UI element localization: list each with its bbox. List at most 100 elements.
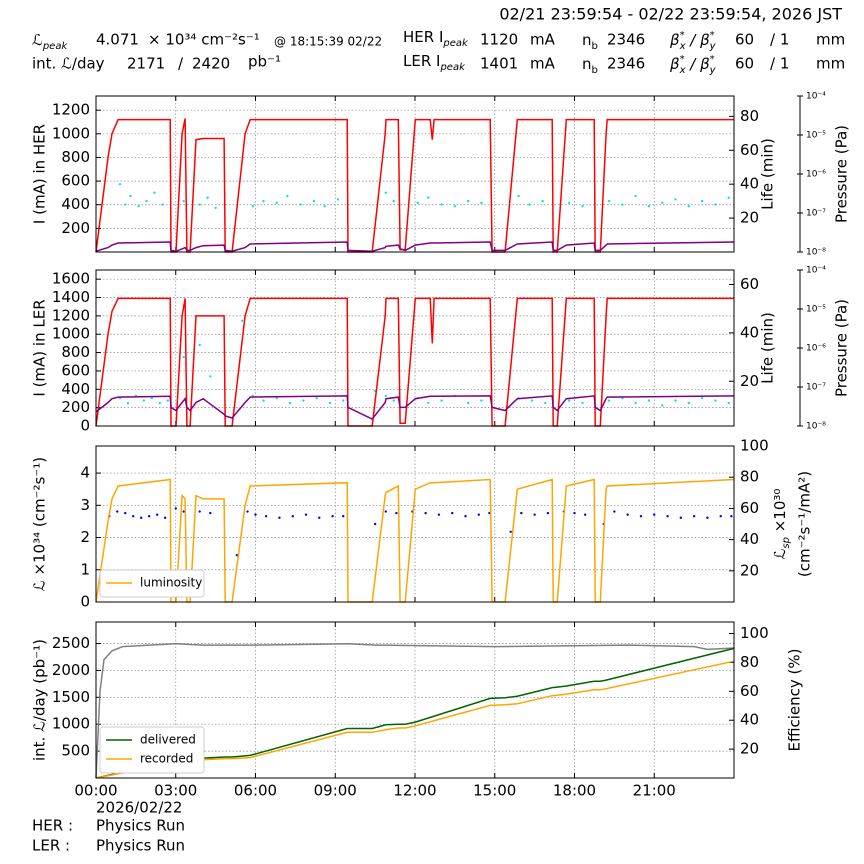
y3-tick-label: 10⁻⁴ [806, 266, 826, 276]
y2-tick-label: 20 [740, 561, 759, 579]
x-tick-label: 03:00 [154, 782, 197, 800]
data-point [246, 510, 249, 513]
y2-axis-label: Efficiency (%) [786, 649, 804, 752]
data-point [137, 205, 140, 208]
y3-tick-label: 10⁻⁴ [806, 92, 826, 102]
data-point [145, 199, 148, 203]
plot-frame [95, 269, 735, 427]
her-ipeak: HER Ipeak [403, 28, 469, 49]
lum-peak-value: 4.071 [96, 31, 139, 49]
y-tick-label: 1 [80, 560, 90, 578]
y2-tick-label: 80 [740, 653, 759, 671]
y2-tick-label: 80 [740, 468, 759, 486]
data-point [384, 191, 387, 194]
data-point [373, 522, 377, 526]
separator: / [178, 55, 184, 73]
data-point [150, 396, 154, 400]
legend-label: luminosity [140, 576, 202, 590]
y2-tick-label: 60 [740, 275, 759, 293]
data-point [291, 515, 294, 518]
data-point [251, 205, 255, 208]
int-lum-label: int. ℒ/day [32, 55, 105, 73]
subscript: peak [439, 62, 466, 73]
data-point [440, 203, 443, 206]
x-tick-label: 12:00 [393, 782, 436, 800]
y3-tick-label: 10⁻⁷ [806, 209, 826, 219]
data-point [166, 399, 169, 402]
data-point [533, 513, 536, 516]
data-point [427, 401, 430, 405]
data-point [153, 191, 156, 194]
y2-tick-label: 60 [740, 141, 759, 159]
data-point [466, 401, 470, 405]
beta-y: / 1 [770, 31, 789, 49]
data-point [626, 513, 629, 516]
data-point [132, 515, 135, 518]
sup: * [680, 30, 685, 41]
data-point [567, 201, 571, 205]
data-point [567, 399, 571, 402]
subscript: y [709, 41, 717, 52]
data-point [262, 199, 265, 203]
y2-tick-label: 40 [740, 175, 759, 193]
y-axis-label: ℒ ×10³⁴ (cm⁻²s⁻¹) [31, 457, 49, 591]
int-lum-value: 2171 [127, 55, 165, 73]
label: HER I [403, 28, 443, 46]
label: ×10³⁰ [771, 489, 789, 537]
x-axis-label: 2026/02/22 [96, 799, 182, 817]
data-point [275, 201, 278, 205]
subscript: peak [42, 41, 69, 52]
data-point [158, 401, 161, 405]
data-point [653, 513, 656, 516]
data-point [235, 554, 239, 557]
data-point [163, 516, 167, 519]
data-point [286, 194, 289, 198]
y2-tick-label: 60 [740, 499, 759, 517]
data-point [342, 399, 345, 402]
y-tick-label: 1200 [52, 306, 90, 324]
unit: mm [816, 31, 845, 49]
her-status-label: HER : [32, 817, 73, 835]
data-point [453, 205, 457, 208]
data-point [427, 196, 430, 199]
data-point [209, 375, 212, 378]
beta-label: β* x / β* y [669, 30, 717, 52]
data-point [687, 205, 691, 208]
unit: mA [530, 55, 556, 73]
y-tick-label: 1600 [52, 270, 90, 288]
data-point [384, 394, 387, 397]
y-tick-label: 800 [61, 148, 90, 166]
data-point [315, 396, 318, 400]
data-point [528, 203, 531, 206]
legend-box [99, 726, 205, 774]
y-axis-label: I (mA) in LER [31, 299, 49, 396]
y3-tick-label: 10⁻⁶ [806, 170, 826, 180]
legend-box [99, 569, 205, 598]
data-point [126, 401, 130, 405]
her-status: Physics Run [96, 817, 185, 835]
data-point [480, 201, 483, 205]
x-tick-label: 06:00 [234, 782, 277, 800]
ler-status: Physics Run [96, 837, 185, 855]
data-point [661, 201, 664, 205]
label: β [669, 55, 680, 73]
data-point [634, 194, 637, 198]
subscript: x [679, 41, 686, 52]
data-point [692, 515, 696, 518]
data-point [727, 196, 730, 199]
data-point [714, 399, 717, 402]
data-point [124, 203, 127, 206]
y-tick-label: 2500 [52, 634, 90, 652]
data-point [302, 399, 305, 402]
beta-label: β* x / β* y [669, 54, 717, 76]
y-tick-label: 400 [61, 380, 90, 398]
data-point [581, 205, 584, 208]
data-point [241, 319, 244, 322]
data-point [275, 396, 278, 400]
data-point [719, 515, 722, 518]
data-point [395, 511, 398, 515]
data-point [573, 511, 576, 515]
x-tick-label: 09:00 [314, 782, 357, 800]
data-point [209, 511, 212, 515]
